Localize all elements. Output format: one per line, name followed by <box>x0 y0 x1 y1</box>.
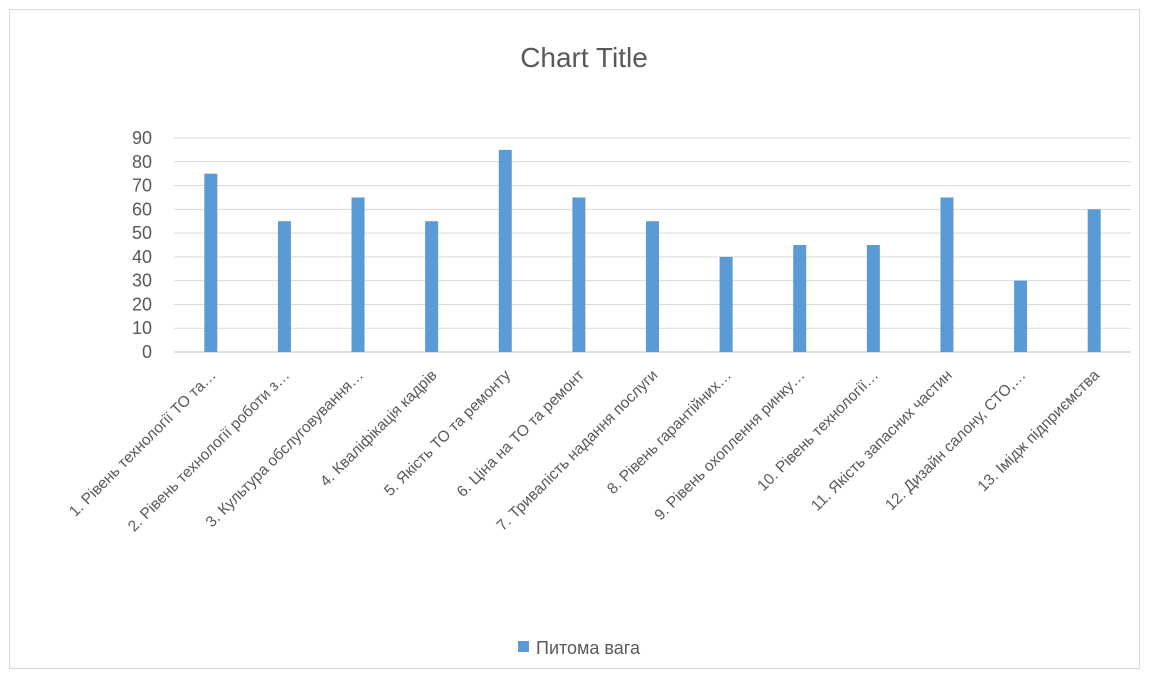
legend-label-series: Питома вага <box>536 638 641 658</box>
bar-12 <box>1014 280 1028 352</box>
y-tick-label: 0 <box>142 342 152 362</box>
y-tick-label: 90 <box>132 128 152 148</box>
bar-13 <box>1087 209 1101 352</box>
x-category-label: 12. Дизайн салону, СТО,… <box>882 367 1029 514</box>
bars <box>204 149 1101 352</box>
bar-9 <box>793 245 807 352</box>
y-tick-label: 50 <box>132 223 152 243</box>
bar-8 <box>719 256 733 352</box>
bar-2 <box>277 221 291 352</box>
y-tick-label: 20 <box>132 294 152 314</box>
y-tick-label: 10 <box>132 318 152 338</box>
x-category-label: 7. Тривалість надання послуги <box>494 367 662 535</box>
bar-5 <box>498 149 512 352</box>
x-category-label: 9. Рівень охоплення ринку… <box>651 367 808 524</box>
bar-10 <box>866 245 880 352</box>
y-axis-ticks: 0 10 20 30 40 50 60 70 80 90 <box>132 128 152 362</box>
bar-6 <box>572 197 586 352</box>
x-category-label: 8. Рівень гарантійних… <box>604 367 735 498</box>
x-category-label: 13. Імідж підприємства <box>975 367 1104 496</box>
y-tick-label: 60 <box>132 199 152 219</box>
bar-7 <box>646 221 659 352</box>
y-tick-label: 70 <box>132 176 152 196</box>
x-category-label: 2. Рівень технології роботи з… <box>125 367 293 535</box>
bar-11 <box>940 197 954 352</box>
y-tick-label: 80 <box>132 152 152 172</box>
bar-4 <box>425 221 439 352</box>
x-category-label: 11. Якість запасних частин <box>808 367 956 515</box>
legend: Питома вага <box>518 638 641 658</box>
legend-swatch <box>518 641 529 652</box>
x-category-label: 5. Якість ТО та ремонту <box>381 367 514 500</box>
x-axis-labels: 1. Рівень технології ТО та…2. Рівень тех… <box>66 367 1103 536</box>
bar-1 <box>204 173 218 352</box>
x-category-label: 3. Культура обслуговування… <box>203 367 367 531</box>
x-category-label: 6. Ціна на ТО та ремонт <box>454 367 588 501</box>
gridlines <box>174 137 1131 329</box>
y-tick-label: 40 <box>132 247 152 267</box>
x-category-label: 10. Рівень технології… <box>754 367 882 495</box>
bar-3 <box>351 197 365 352</box>
y-tick-label: 30 <box>132 271 152 291</box>
chart-title: Chart Title <box>520 42 648 73</box>
x-category-label: 1. Рівень технології ТО та… <box>66 367 220 521</box>
